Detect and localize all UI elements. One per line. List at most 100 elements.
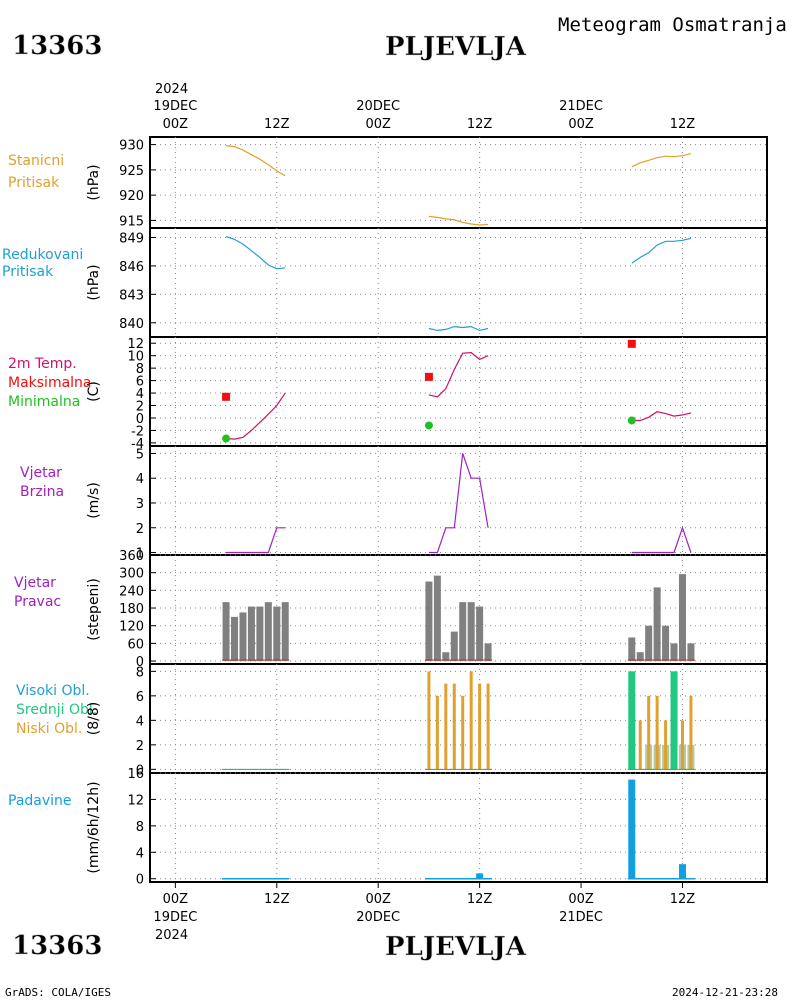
panel-label: Minimalna — [8, 394, 80, 410]
y-tick-label: 930 — [119, 139, 144, 154]
y-axis-label: (hPa) — [86, 164, 102, 200]
precip-bar — [678, 864, 686, 879]
low-cloud-bar — [452, 683, 456, 770]
direction-bar — [264, 602, 272, 662]
y-axis-label: (m/s) — [86, 482, 102, 519]
y-axis-label: (C) — [86, 381, 102, 402]
panel-label: Vjetar — [20, 465, 62, 481]
max-temp-marker — [627, 339, 636, 348]
min-temp-marker — [627, 416, 636, 425]
y-tick-label: 843 — [119, 288, 144, 303]
low-cloud-bar — [689, 695, 693, 770]
station-id-bottom: 13363 — [12, 931, 102, 961]
y-tick-label: 0 — [136, 655, 144, 670]
grads-credit: GrADS: COLA/IGES — [5, 986, 111, 999]
panel-label: 2m Temp. — [8, 356, 77, 372]
y-tick-label: 12 — [127, 337, 144, 352]
direction-bar — [459, 602, 467, 662]
y-tick-label: -4 — [131, 437, 144, 452]
y-tick-label: 915 — [119, 214, 144, 229]
y-axis-label: (hPa) — [86, 264, 102, 300]
y-tick-label: 846 — [119, 260, 144, 275]
direction-bar — [628, 637, 636, 662]
direction-bar — [467, 602, 475, 662]
panel-label: Vjetar — [14, 575, 56, 591]
series-line — [428, 325, 489, 332]
min-temp-marker — [424, 421, 433, 430]
top-hour-label: 00Z — [568, 117, 594, 132]
panel-frame — [149, 136, 768, 229]
panel-label: Pritisak — [8, 175, 60, 191]
panel-label: Pritisak — [2, 264, 54, 280]
top-time-axis: 00Z 12Z 00Z 12Z 00Z 12Z 19DEC 20DEC 21DEC — [153, 99, 695, 132]
top-date-label: 19DEC — [153, 99, 197, 114]
max-temp-marker — [424, 372, 433, 381]
direction-bar — [662, 625, 670, 662]
y-axis-label: (stepeni) — [86, 578, 102, 641]
y-tick-label: 240 — [119, 584, 144, 599]
panel-frame — [149, 336, 768, 447]
bottom-date-label: 19DEC — [153, 910, 197, 925]
y-tick-label: 849 — [119, 231, 144, 246]
top-hour-label: 00Z — [365, 117, 391, 132]
y-tick-label: 4 — [136, 472, 144, 487]
low-cloud-bar — [486, 683, 490, 770]
y-tick-label: 360 — [119, 549, 144, 564]
direction-bar — [247, 606, 255, 662]
y-axis-label: (mm/6h/12h) — [86, 781, 102, 873]
direction-bar — [239, 612, 247, 662]
direction-bar — [273, 606, 281, 662]
y-tick-label: 6 — [136, 375, 144, 390]
panel-frame — [149, 445, 768, 556]
direction-bar — [425, 581, 433, 662]
direction-bar — [653, 587, 661, 662]
y-tick-label: 2 — [136, 739, 144, 754]
y-tick-label: 120 — [119, 620, 144, 635]
panel-precipitation: 16 12 8 4 0 Padavine (mm/6h/12h) — [8, 767, 768, 888]
direction-bar — [476, 606, 484, 662]
panel-label: Visoki Obl. — [16, 683, 90, 699]
direction-bar — [670, 643, 678, 662]
low-cloud-bar — [469, 671, 473, 770]
y-tick-label: 16 — [127, 767, 144, 782]
y-tick-label: 5 — [136, 447, 144, 462]
y-tick-label: 2 — [136, 400, 144, 415]
bottom-hour-label: 00Z — [568, 892, 594, 907]
series-line — [226, 145, 286, 177]
series-line — [225, 235, 286, 270]
panel-label: Pravac — [14, 594, 61, 610]
y-tick-label: 1 — [136, 547, 144, 562]
station-name-top: PLJEVLJA — [385, 32, 527, 62]
direction-bar — [484, 643, 492, 662]
series-line — [428, 453, 489, 554]
low-cloud-bar — [461, 695, 465, 770]
y-tick-label: 920 — [119, 189, 144, 204]
top-date-label: 20DEC — [356, 99, 400, 114]
low-cloud-bar — [638, 720, 642, 770]
render-timestamp: 2024-12-21-23:28 — [672, 986, 778, 999]
panel-label: Redukovani — [2, 247, 83, 263]
y-tick-label: 180 — [119, 602, 144, 617]
min-temp-marker — [222, 434, 231, 443]
high-cloud-bar — [670, 671, 678, 770]
top-year: 2024 — [155, 82, 188, 97]
panel-label: Stanicni — [8, 153, 64, 169]
panel-cloud-cover: 8 6 4 2 0 Visoki Obl. Srednji Obl. Niski Obl. (8… — [16, 663, 768, 778]
low-cloud-bar — [655, 695, 659, 770]
bottom-date-label: 20DEC — [356, 910, 400, 925]
low-cloud-bar — [427, 671, 431, 770]
series-line — [226, 392, 286, 440]
panel-wind-speed: 5 4 3 2 1 Vjetar Brzina (m/s) — [20, 445, 768, 562]
series-line — [631, 237, 692, 264]
panel-station-pressure: 930 925 920 915 Stanicni Pritisak (hPa) — [8, 136, 768, 229]
direction-bar — [433, 575, 441, 662]
series-line — [631, 525, 692, 554]
y-axis-label: (8/8) — [86, 702, 102, 735]
y-tick-label: 3 — [136, 497, 144, 512]
bottom-hour-label: 12Z — [467, 892, 493, 907]
max-temp-marker — [222, 392, 231, 401]
series-line — [428, 351, 489, 398]
